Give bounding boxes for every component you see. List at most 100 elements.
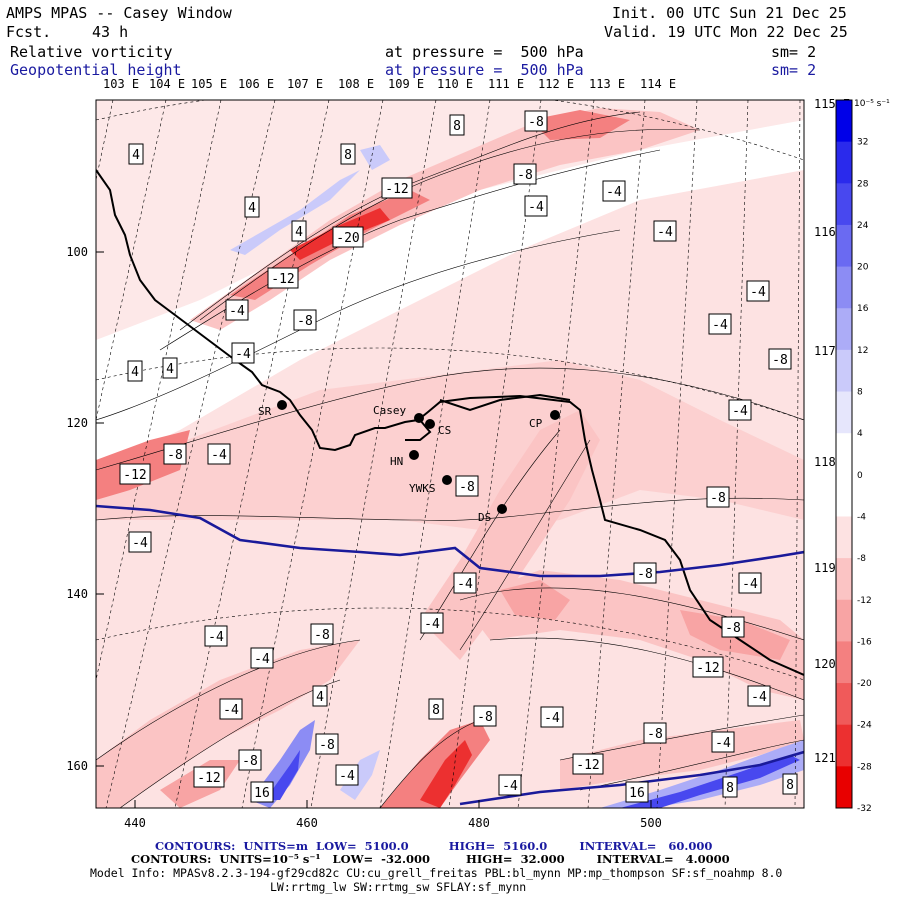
colorbar-tick-label: -16 <box>857 637 872 647</box>
contour-label-box <box>524 195 548 217</box>
contour-label-box <box>293 309 317 331</box>
contour-label-box <box>633 562 657 584</box>
contour-label-box <box>738 572 762 594</box>
x-tick-label: 500 <box>640 816 662 830</box>
y-tick-label: 140 <box>66 587 88 601</box>
contour-label-box <box>119 463 151 485</box>
field-name-height: Geopotential height <box>10 61 182 79</box>
footer-model-info: Model Info: MPASv8.2.3-194-gf29cd82c CU:… <box>90 866 783 880</box>
top-lon-label: 108 E <box>338 77 375 91</box>
top-lon-label: 111 E <box>488 77 525 91</box>
contour-label-box <box>335 764 359 786</box>
y-tick-label: 120 <box>66 416 88 430</box>
contour-label: -4 <box>424 617 440 632</box>
contour-label-box <box>746 280 770 302</box>
contour-label-box <box>428 698 444 720</box>
contour-label: 16 <box>629 786 645 801</box>
contour-label-box <box>524 110 548 132</box>
colorbar-tick-label: 0 <box>857 471 863 481</box>
contour-label-box <box>250 647 274 669</box>
contour-label: -8 <box>647 727 663 742</box>
contour-label-box <box>498 774 522 796</box>
contour-label-box <box>473 705 497 727</box>
top-lon-label: 104 E <box>149 77 186 91</box>
colorbar-swatch <box>836 266 852 309</box>
contour-label: -8 <box>637 567 653 582</box>
footer-physics-info: LW:rrtmg_lw SW:rrtmg_sw SFLAY:sf_mynn <box>270 880 527 894</box>
contour-label-box <box>315 733 339 755</box>
contour-label-box <box>207 443 231 465</box>
station-marker <box>497 504 507 514</box>
contour-label-box <box>449 114 465 136</box>
contour-label-box <box>127 360 143 382</box>
colorbar-tick-label: -8 <box>857 554 866 564</box>
colorbar-frame <box>835 99 853 809</box>
top-lon-label: 107 E <box>287 77 324 91</box>
contour-label-box <box>231 342 255 364</box>
top-lon-label: 109 E <box>388 77 425 91</box>
colorbar-tick-label: 16 <box>857 304 869 314</box>
contour-label: -8 <box>242 754 258 769</box>
colorbar-swatch <box>836 349 852 393</box>
station-marker <box>425 419 435 429</box>
contour-label: -12 <box>696 661 719 676</box>
contour-label: -4 <box>657 225 673 240</box>
station-marker <box>442 475 452 485</box>
contour-label-box <box>332 226 364 248</box>
colorbar-tick-label: -20 <box>857 679 872 689</box>
station-label: SR <box>258 405 272 418</box>
y-axis: 100 120 140 160 <box>66 245 104 773</box>
colorbar-tick-label: -24 <box>857 721 872 731</box>
colorbar-swatch <box>836 641 852 684</box>
field-name-vorticity: Relative vorticity <box>10 43 173 61</box>
contour-label-box <box>782 773 798 795</box>
contour-label: -4 <box>208 630 224 645</box>
contour-label: -12 <box>197 771 220 786</box>
contour-labels: 4 8 -8 8 -4 -8 -4 -12 4 4 -20 -4 -12 -4 -8 -4 -4 -4 -8 4 -4 -… <box>119 110 798 803</box>
contour-label: 8 <box>786 778 794 793</box>
contour-label-box <box>250 781 274 803</box>
contour-label-box <box>163 443 187 465</box>
contour-label: -4 <box>544 711 560 726</box>
contour-label: -12 <box>385 182 408 197</box>
colorbar-swatch <box>836 599 852 642</box>
contour-label: 4 <box>132 148 140 163</box>
contour-label-box <box>653 220 677 242</box>
contour-label-box <box>420 612 444 634</box>
colorbar-unit: 10⁻⁵ s⁻¹ <box>854 99 890 109</box>
contour-label: -8 <box>772 353 788 368</box>
contour-label: 4 <box>295 225 303 240</box>
station-marker <box>414 413 424 423</box>
colorbar-swatch <box>836 724 852 767</box>
y-tick-label: 160 <box>66 759 88 773</box>
contour-label-box <box>128 143 144 165</box>
colorbar-tick-label: 28 <box>857 179 869 189</box>
top-lon-label: 105 E <box>191 77 228 91</box>
contour-label-box <box>513 163 537 185</box>
contour-label-box <box>204 625 228 647</box>
contour-label: -4 <box>223 703 239 718</box>
colorbar-swatch <box>836 100 852 143</box>
contour-label: -8 <box>319 738 335 753</box>
smoothing-1: sm= 2 <box>771 43 817 61</box>
contour-label: -4 <box>606 185 622 200</box>
contour-label-box <box>768 348 792 370</box>
contour-label: 4 <box>166 362 174 377</box>
forecast-hour: 43 h <box>92 23 129 41</box>
meridian-lines <box>96 100 804 808</box>
colorbar-swatch <box>836 558 852 601</box>
contour-label-box <box>128 531 152 553</box>
valid-time: Valid. 19 UTC Mon 22 Dec 25 <box>604 23 848 41</box>
colorbar-swatch <box>836 516 852 559</box>
station-marker <box>550 410 560 420</box>
contour-label-box <box>540 706 564 728</box>
contour-label-box <box>572 753 604 775</box>
contour-label: -4 <box>132 536 148 551</box>
contour-label-box <box>692 656 724 678</box>
contour-label: -4 <box>339 769 355 784</box>
contour-label: -8 <box>314 628 330 643</box>
contour-label: -4 <box>732 404 748 419</box>
plot-frame <box>95 99 805 809</box>
init-time: Init. 00 UTC Sun 21 Dec 25 <box>612 4 847 22</box>
contour-label: -4 <box>229 304 245 319</box>
